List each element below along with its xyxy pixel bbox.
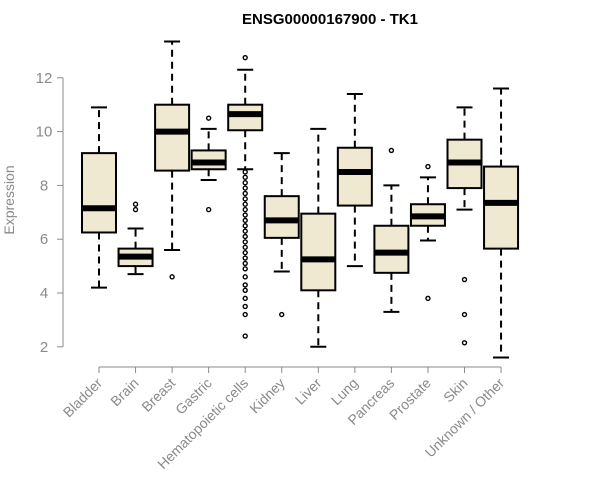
- box: [154, 103, 191, 172]
- outlier-point: [242, 287, 248, 294]
- box-group: [227, 54, 264, 339]
- box: [81, 152, 117, 234]
- box: [483, 165, 520, 250]
- outlier-point: [242, 311, 248, 318]
- outlier-point: [242, 169, 248, 175]
- x-tick-label: Skin: [440, 375, 471, 406]
- boxes: [81, 40, 520, 359]
- y-tick-label: 8: [40, 177, 48, 194]
- outlier-point: [425, 163, 431, 170]
- outlier-point: [461, 311, 468, 318]
- y-tick-label: 4: [40, 285, 48, 302]
- outlier-point: [242, 249, 248, 256]
- box: [227, 103, 264, 132]
- outlier-point: [242, 228, 248, 234]
- box-group: [373, 147, 410, 313]
- outlier-point: [242, 201, 248, 207]
- outlier-point: [242, 54, 248, 61]
- box-group: [409, 163, 446, 302]
- x-tick-label: Kidney: [246, 375, 288, 417]
- outlier-point: [425, 295, 431, 302]
- box-group: [263, 152, 300, 318]
- outlier-point: [242, 233, 248, 240]
- y-tick-label: 12: [36, 70, 53, 87]
- outlier-point: [205, 115, 212, 121]
- outlier-point: [242, 212, 248, 218]
- box: [300, 212, 337, 292]
- box-group: [190, 115, 227, 213]
- outlier-point: [205, 206, 212, 213]
- y-axis-label: Expression: [1, 165, 17, 234]
- chart-title: ENSG00000167900 - TK1: [242, 11, 418, 28]
- outlier-point: [242, 185, 248, 191]
- y-tick-label: 6: [40, 231, 48, 248]
- outlier-point: [461, 340, 468, 346]
- box: [373, 224, 410, 274]
- x-tick-label: Lung: [328, 375, 361, 408]
- box: [336, 146, 373, 207]
- outlier-point: [132, 206, 139, 213]
- outlier-point: [242, 206, 248, 213]
- outlier-point: [242, 190, 248, 197]
- outlier-point: [242, 180, 248, 186]
- outlier-point: [242, 217, 248, 224]
- outlier-point: [242, 196, 248, 202]
- y-axis: 2 4 6 8 10 12: [36, 70, 64, 356]
- y-tick-label: 2: [40, 339, 48, 356]
- box-group: [81, 106, 117, 289]
- outlier-point: [242, 274, 248, 280]
- box-group: [117, 201, 154, 276]
- box-group: [446, 106, 483, 346]
- x-tick-label: Liver: [292, 375, 325, 408]
- outlier-point: [132, 201, 139, 207]
- x-tick-label: Bladder: [60, 375, 106, 421]
- outlier-point: [461, 276, 468, 283]
- outlier-point: [242, 239, 248, 245]
- outlier-point: [242, 266, 248, 272]
- outlier-point: [242, 244, 248, 250]
- box: [263, 195, 300, 239]
- box-group: [336, 92, 373, 268]
- outlier-point: [242, 282, 248, 288]
- box-group: [300, 127, 337, 348]
- outlier-point: [242, 223, 248, 229]
- outlier-point: [242, 260, 248, 267]
- box-group: [483, 87, 520, 359]
- x-tick-label: Brain: [107, 375, 141, 409]
- outlier-point: [388, 147, 395, 154]
- outlier-point: [242, 174, 248, 181]
- x-tick-label: Breast: [138, 375, 178, 415]
- outlier-point: [242, 333, 248, 339]
- box-group: [154, 40, 191, 280]
- outlier-point: [169, 274, 175, 280]
- outlier-point: [279, 311, 285, 318]
- outlier-point: [242, 303, 248, 310]
- outlier-point: [242, 255, 248, 261]
- y-tick-label: 10: [36, 124, 53, 141]
- outlier-point: [242, 295, 248, 302]
